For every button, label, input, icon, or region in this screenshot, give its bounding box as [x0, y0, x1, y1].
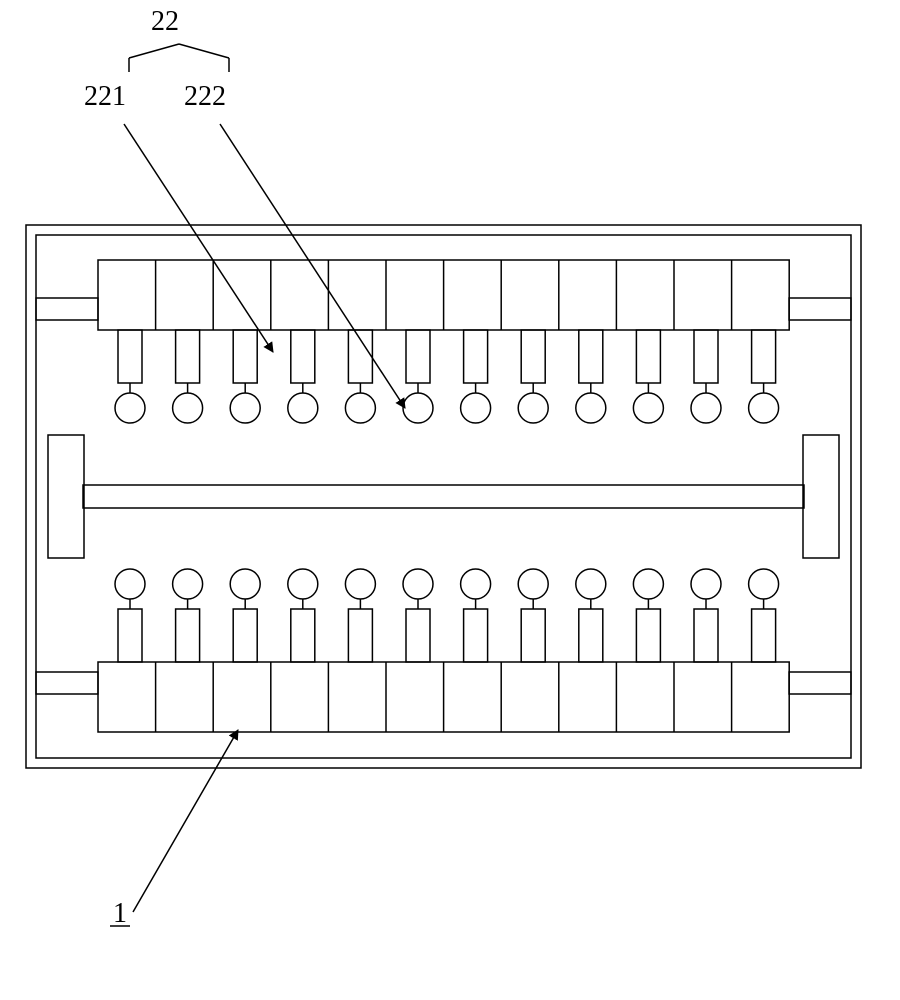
pin-body-top — [694, 330, 718, 383]
pin-body-top — [636, 330, 660, 383]
pin-body-top — [233, 330, 257, 383]
center-bar — [83, 485, 804, 508]
pin-body-bottom — [579, 609, 603, 662]
pin-body-top — [118, 330, 142, 383]
figure-svg: 22 221 222 1 — [0, 0, 900, 1000]
pin-ball-bottom — [173, 569, 203, 599]
pin-ball-bottom — [230, 569, 260, 599]
pin-body-bottom — [636, 609, 660, 662]
pin-body-top — [464, 330, 488, 383]
bracket — [179, 44, 229, 58]
pillar-left — [48, 435, 84, 558]
pin-ball-top — [633, 393, 663, 423]
pin-body-bottom — [348, 609, 372, 662]
pin-ball-top — [518, 393, 548, 423]
label-222: 222 — [184, 81, 226, 112]
label-221: 221 — [84, 81, 126, 112]
pin-body-top — [579, 330, 603, 383]
pin-ball-top — [288, 393, 318, 423]
pin-ball-bottom — [749, 569, 779, 599]
pin-ball-bottom — [115, 569, 145, 599]
leader-child_right — [220, 124, 405, 408]
pin-body-bottom — [406, 609, 430, 662]
pin-body-top — [752, 330, 776, 383]
pin-body-bottom — [233, 609, 257, 662]
pin-ball-top — [576, 393, 606, 423]
pin-ball-bottom — [691, 569, 721, 599]
pin-ball-bottom — [461, 569, 491, 599]
pin-ball-bottom — [288, 569, 318, 599]
rail-top-left — [36, 298, 98, 320]
pin-ball-bottom — [576, 569, 606, 599]
pin-body-top — [291, 330, 315, 383]
pin-ball-top — [115, 393, 145, 423]
pin-body-bottom — [464, 609, 488, 662]
pin-body-top — [406, 330, 430, 383]
pin-body-bottom — [176, 609, 200, 662]
leader-child_left — [124, 124, 273, 352]
pin-ball-top — [691, 393, 721, 423]
pin-ball-top — [403, 393, 433, 423]
pin-ball-bottom — [633, 569, 663, 599]
pin-body-bottom — [521, 609, 545, 662]
rail-top-right — [789, 298, 851, 320]
label-22: 22 — [151, 6, 179, 37]
pin-ball-bottom — [518, 569, 548, 599]
pin-ball-top — [173, 393, 203, 423]
pin-body-top — [348, 330, 372, 383]
bracket — [129, 44, 179, 58]
pin-body-top — [521, 330, 545, 383]
pin-ball-bottom — [403, 569, 433, 599]
pin-ball-bottom — [345, 569, 375, 599]
pin-body-top — [176, 330, 200, 383]
pin-ball-top — [749, 393, 779, 423]
label-1: 1 — [113, 898, 127, 929]
pin-ball-top — [461, 393, 491, 423]
pin-ball-top — [345, 393, 375, 423]
pillar-right — [803, 435, 839, 558]
rail-bottom-left — [36, 672, 98, 694]
pin-ball-top — [230, 393, 260, 423]
pin-body-bottom — [291, 609, 315, 662]
pin-body-bottom — [752, 609, 776, 662]
rail-bottom-right — [789, 672, 851, 694]
pin-body-bottom — [694, 609, 718, 662]
pin-body-bottom — [118, 609, 142, 662]
